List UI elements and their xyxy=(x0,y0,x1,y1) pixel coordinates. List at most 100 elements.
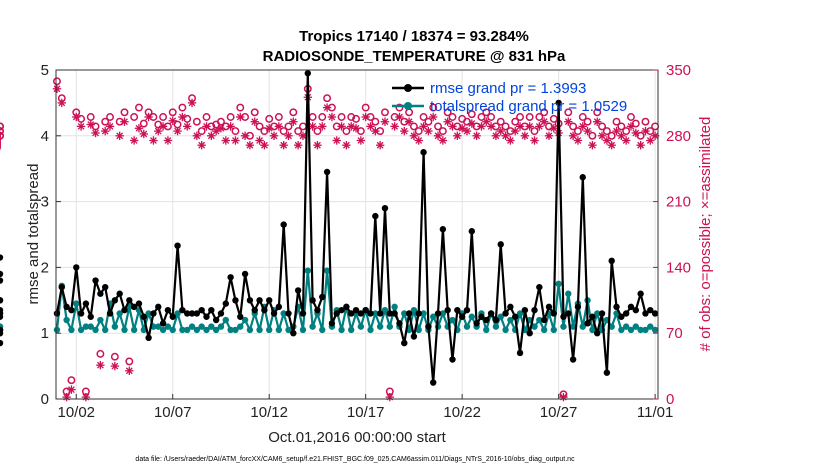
assimilated-marker xyxy=(250,117,259,126)
rmse-marker xyxy=(627,303,635,311)
rmse-marker xyxy=(0,339,4,347)
totalspread-marker xyxy=(246,326,254,334)
assimilated-marker xyxy=(453,131,462,140)
assimilated-marker xyxy=(187,98,197,108)
legend: rmse grand pr = 1.3993 totalspread grand… xyxy=(392,80,627,115)
assimilated-marker xyxy=(149,136,158,145)
totalspread-marker xyxy=(589,326,596,334)
series-assimilated xyxy=(0,84,660,402)
rmse-marker xyxy=(275,303,283,311)
assimilated-marker xyxy=(81,392,91,402)
x-axis: 10/02 10/07 10/12 10/17 10/22 10/27 11/01 xyxy=(57,394,673,421)
possible-marker xyxy=(342,127,351,136)
possible-marker xyxy=(419,113,428,121)
possible-marker xyxy=(612,117,621,126)
possible-marker xyxy=(274,113,283,121)
totalspread-marker xyxy=(560,323,567,330)
assimilated-marker xyxy=(593,117,602,126)
rmse-marker xyxy=(357,310,365,317)
rmse-marker xyxy=(237,313,244,320)
possible-marker xyxy=(414,127,423,136)
assimilated-marker xyxy=(192,131,202,140)
possible-marker xyxy=(0,122,4,131)
y-right-tick-label: 280 xyxy=(666,128,691,145)
possible-marker xyxy=(588,131,597,140)
possible-marker xyxy=(409,122,418,131)
assimilated-marker xyxy=(429,112,438,122)
assimilated-marker xyxy=(472,131,481,140)
totalspread-marker xyxy=(179,326,186,334)
assimilated-marker xyxy=(274,122,284,131)
assimilated-marker xyxy=(168,116,177,125)
possible-marker xyxy=(482,108,491,117)
rmse-marker xyxy=(198,306,205,314)
rmse-marker xyxy=(256,297,263,304)
x-tick-label: 10/17 xyxy=(347,404,385,421)
totalspread-marker xyxy=(222,316,229,324)
assimilated-marker xyxy=(631,128,641,138)
assimilated-marker xyxy=(52,84,62,93)
totalspread-marker xyxy=(145,310,152,317)
rmse-marker xyxy=(0,270,4,278)
totalspread-marker xyxy=(309,323,316,330)
x-tick-label: 10/22 xyxy=(443,404,481,421)
assimilated-marker xyxy=(67,385,76,394)
totalspread-marker xyxy=(338,326,345,334)
possible-marker xyxy=(395,103,404,112)
totalspread-marker xyxy=(280,310,287,317)
rmse-marker xyxy=(454,306,461,314)
totalspread-marker xyxy=(381,306,389,314)
totalspread-marker xyxy=(579,323,586,330)
totalspread-marker xyxy=(468,313,476,320)
legend-totalspread-marker xyxy=(404,102,412,110)
assimilated-marker xyxy=(564,117,573,126)
rmse-marker xyxy=(314,306,321,314)
possible-marker xyxy=(424,117,433,126)
totalspread-marker xyxy=(507,316,514,324)
possible-marker xyxy=(159,113,168,121)
assimilated-marker xyxy=(506,136,515,145)
rmse-marker xyxy=(63,303,70,311)
possible-marker xyxy=(101,117,110,126)
rmse-marker xyxy=(425,323,432,330)
rmse-marker xyxy=(483,316,490,324)
x-axis-label: Oct.01,2016 00:00:00 start xyxy=(268,429,446,446)
totalspread-marker xyxy=(232,326,239,334)
possible-marker xyxy=(448,113,457,121)
totalspread-marker xyxy=(319,326,326,334)
possible-marker xyxy=(371,117,380,126)
assimilated-marker xyxy=(621,136,631,145)
totalspread-marker xyxy=(618,326,625,334)
totalspread-marker xyxy=(516,310,524,317)
assimilated-marker xyxy=(284,131,293,140)
possible-marker xyxy=(106,113,114,121)
totalspread-marker xyxy=(555,280,562,288)
assimilated-marker xyxy=(467,119,477,128)
rmse-marker xyxy=(560,313,567,320)
possible-marker xyxy=(226,113,235,121)
possible-marker xyxy=(573,127,582,136)
totalspread-marker xyxy=(256,326,263,334)
totalspread-marker xyxy=(116,310,123,317)
rmse-marker xyxy=(497,241,504,248)
totalspread-marker xyxy=(169,326,176,334)
assimilated-marker xyxy=(327,112,337,122)
assimilated-marker xyxy=(144,112,153,122)
x-tick-label: 10/12 xyxy=(250,404,288,421)
rmse-marker xyxy=(159,320,167,327)
totalspread-marker xyxy=(415,326,422,334)
rmse-marker xyxy=(68,306,75,314)
assimilated-marker xyxy=(544,131,554,140)
possible-marker xyxy=(313,127,322,136)
rmse-marker xyxy=(309,297,316,304)
rmse-marker xyxy=(512,313,519,320)
possible-marker xyxy=(110,352,119,361)
rmse-marker xyxy=(594,330,601,337)
rmse-marker xyxy=(208,306,215,314)
y-tick-label: 2 xyxy=(41,259,49,276)
rmse-marker xyxy=(241,270,249,278)
totalspread-marker xyxy=(420,310,427,317)
totalspread-marker xyxy=(502,326,509,334)
totalspread-marker xyxy=(77,326,85,334)
totalspread-marker xyxy=(536,316,543,324)
